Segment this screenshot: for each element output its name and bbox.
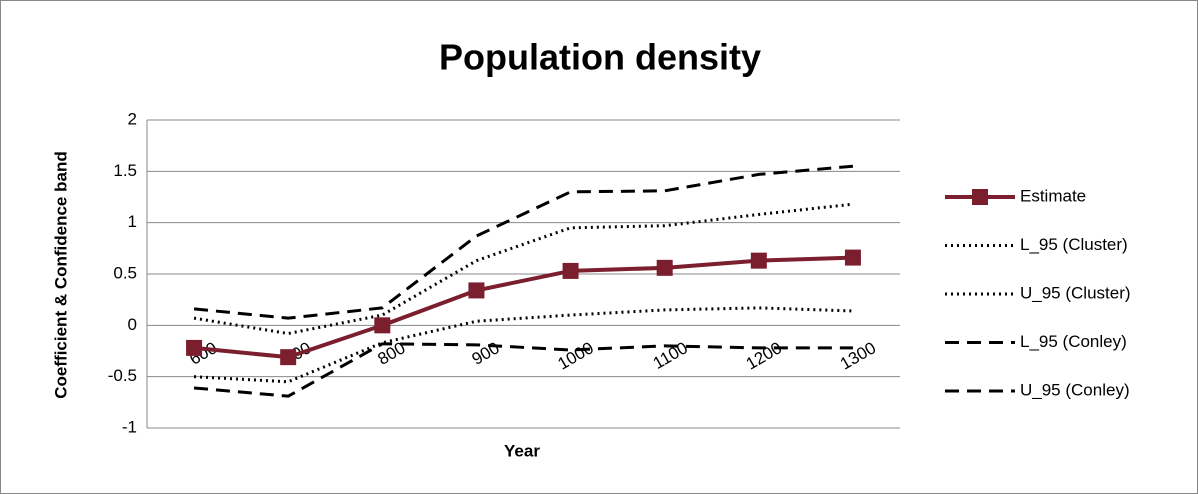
legend-label: Estimate (1020, 186, 1086, 205)
y-tick-label: -0.5 (108, 366, 137, 385)
y-tick-label: 0 (128, 315, 137, 334)
y-axis-title: Coefficient & Confidence band (51, 151, 70, 398)
series-line (193, 306, 853, 384)
point-marker (844, 249, 861, 266)
x-axis-title: Year (504, 441, 540, 460)
point-marker (656, 259, 673, 276)
series-line (193, 164, 854, 320)
y-tick-label: 1 (128, 212, 137, 231)
legend-label: U_95 (Cluster) (1020, 283, 1131, 302)
point-marker (280, 349, 297, 366)
series-line (193, 342, 853, 398)
y-tick-label: 0.5 (113, 263, 137, 282)
y-tick-label: -1 (122, 417, 137, 436)
chart-title: Population density (439, 37, 761, 78)
legend-label: U_95 (Conley) (1020, 380, 1130, 399)
point-marker (374, 317, 391, 334)
point-marker (562, 262, 579, 279)
y-tick-label: 2 (128, 109, 137, 128)
legend-label: L_95 (Cluster) (1020, 235, 1128, 254)
legend-label: L_95 (Conley) (1020, 332, 1127, 351)
legend-marker (972, 189, 988, 205)
point-marker (468, 282, 485, 299)
y-tick-label: 1.5 (113, 161, 137, 180)
point-marker (750, 252, 767, 269)
series-line (193, 202, 854, 336)
series-line (193, 255, 854, 360)
point-marker (186, 339, 203, 356)
